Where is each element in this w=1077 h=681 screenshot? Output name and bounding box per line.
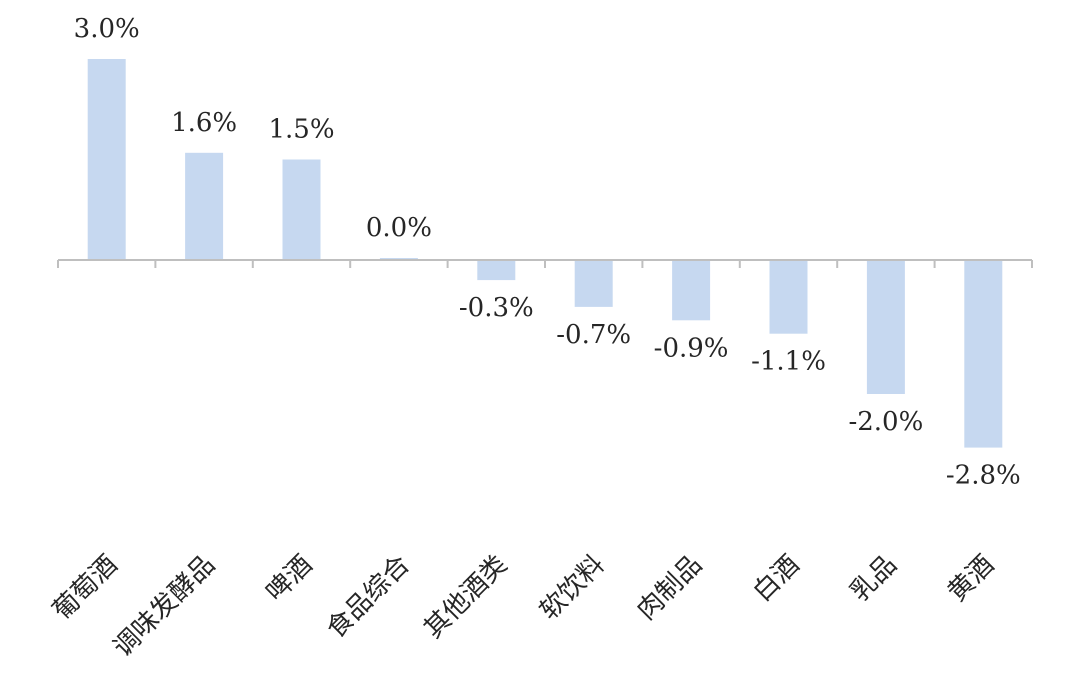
bars-group <box>87 59 1003 448</box>
category-label-4: 其他酒类 <box>418 550 513 645</box>
category-label-5: 软饮料 <box>534 550 610 626</box>
category-label-0: 葡萄酒 <box>47 550 123 626</box>
bar-4 <box>477 260 516 281</box>
value-label-3: 0.0% <box>366 213 432 243</box>
value-label-5: -0.7% <box>556 320 631 350</box>
value-label-0: 3.0% <box>74 14 140 44</box>
x-axis <box>57 259 1033 268</box>
bar-7 <box>769 260 808 334</box>
bar-8 <box>866 260 905 394</box>
bar-9 <box>964 260 1003 448</box>
bar-6 <box>672 260 711 321</box>
bar-2 <box>282 159 321 260</box>
category-label-3: 食品综合 <box>321 550 416 645</box>
bar-5 <box>574 260 613 307</box>
value-label-6: -0.9% <box>654 333 729 363</box>
value-label-7: -1.1% <box>751 347 826 377</box>
value-label-1: 1.6% <box>171 108 237 138</box>
bar-0 <box>87 59 126 260</box>
category-label-7: 白酒 <box>747 550 805 608</box>
value-label-2: 1.5% <box>268 115 334 145</box>
category-label-2: 啤酒 <box>260 550 318 608</box>
bar-1 <box>185 152 224 260</box>
category-label-6: 肉制品 <box>632 550 708 626</box>
value-label-4: -0.3% <box>459 293 534 323</box>
category-label-1: 调味发酵品 <box>108 550 221 663</box>
category-label-9: 黄酒 <box>942 550 1000 608</box>
value-labels-group: 3.0% 1.6% 1.5% 0.0% -0.3% -0.7% -0.9% -1.1% -2.0… <box>74 14 1021 491</box>
value-label-8: -2.0% <box>848 407 923 437</box>
category-label-8: 乳品 <box>845 550 903 608</box>
value-label-9: -2.8% <box>946 461 1021 491</box>
